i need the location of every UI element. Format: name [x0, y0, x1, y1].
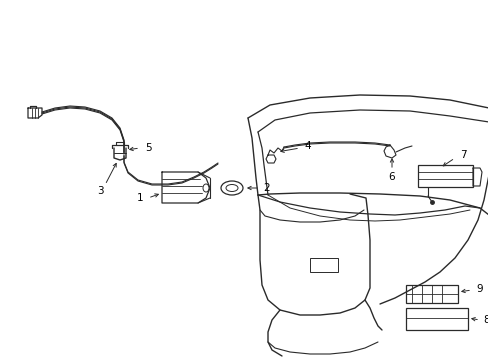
Text: 5: 5 [145, 143, 152, 153]
Text: 8: 8 [483, 315, 488, 325]
Text: 1: 1 [137, 193, 143, 203]
Text: 4: 4 [304, 141, 311, 151]
Bar [405, 285, 457, 303]
Bar [309, 258, 337, 272]
Text: 3: 3 [97, 186, 103, 196]
Bar [417, 165, 472, 187]
Text: 7: 7 [459, 150, 466, 160]
Text: 9: 9 [476, 284, 482, 294]
Bar [405, 308, 467, 330]
Text: 6: 6 [388, 172, 394, 182]
Text: 2: 2 [263, 183, 270, 193]
